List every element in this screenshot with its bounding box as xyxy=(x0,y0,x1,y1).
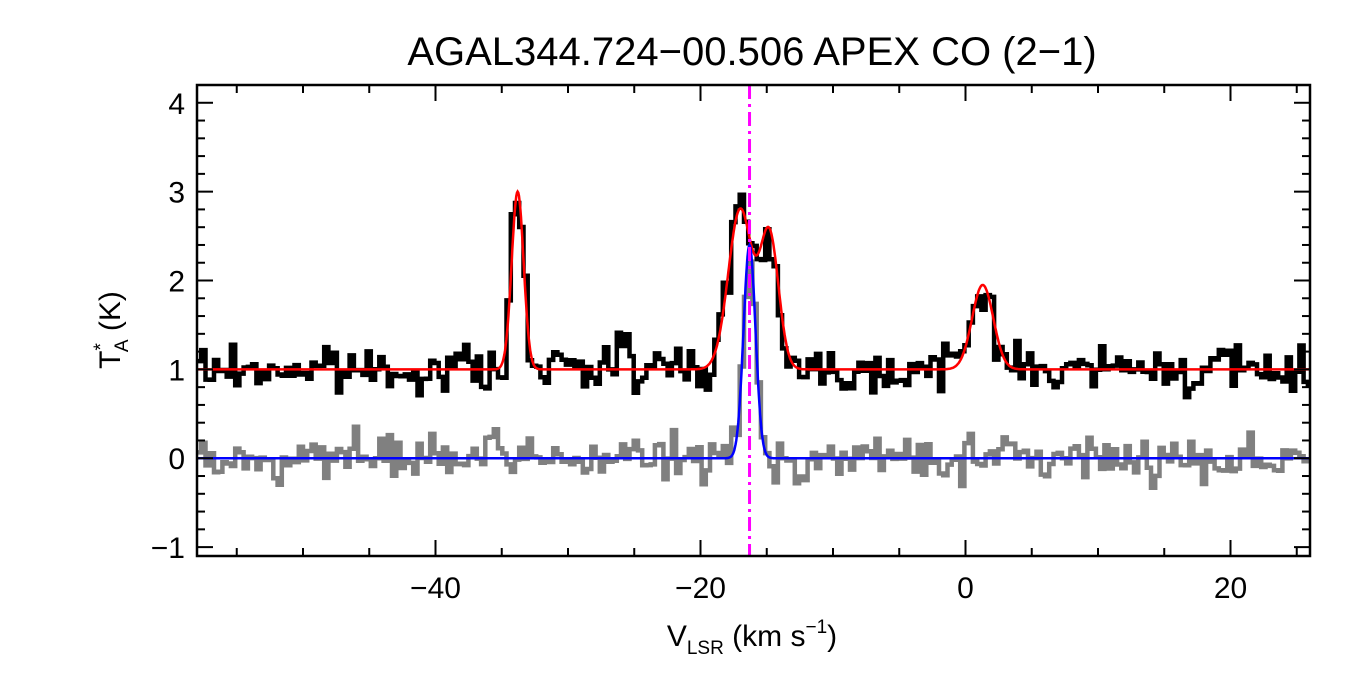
x-axis-title-main: V xyxy=(667,620,687,653)
plot-frame xyxy=(195,83,1312,558)
x-tick-label: −20 xyxy=(675,572,726,605)
x-axis-title-sub: LSR xyxy=(687,638,724,659)
series-gaussian-fit xyxy=(197,189,1310,371)
y-axis-title-main: T xyxy=(94,351,127,369)
series-layer xyxy=(197,189,1311,491)
x-tick-label: 0 xyxy=(957,572,974,605)
x-axis-title-close: ) xyxy=(827,620,837,653)
x-tick-label: −40 xyxy=(410,572,461,605)
x-axis-title-unit: (km s xyxy=(724,620,806,653)
y-axis-title-sub: A xyxy=(112,339,133,352)
y-axis-title-unit: (K) xyxy=(94,291,127,339)
y-tick-label: −1 xyxy=(151,532,185,565)
y-axis-title: T*A (K) xyxy=(91,291,133,369)
y-tick-label: 0 xyxy=(168,443,185,476)
x-axis-title-sup: −1 xyxy=(805,617,827,638)
x-tick-label: 20 xyxy=(1214,572,1247,605)
y-axis-title-sup: * xyxy=(91,343,112,351)
series-observed-spectrum xyxy=(197,192,1311,400)
y-tick-label: 1 xyxy=(168,354,185,387)
y-tick-label: 3 xyxy=(168,177,185,210)
x-axis-title: VLSR (km s−1) xyxy=(667,617,837,659)
y-tick-label: 4 xyxy=(168,88,185,121)
axes-layer: −40 −20 0 20 −1 0 1 2 3 4 xyxy=(151,83,1312,605)
series-single-component-fit xyxy=(197,242,1310,460)
chart-title: AGAL344.724−00.506 APEX CO (2−1) xyxy=(407,30,1096,74)
y-tick-label: 2 xyxy=(168,266,185,299)
